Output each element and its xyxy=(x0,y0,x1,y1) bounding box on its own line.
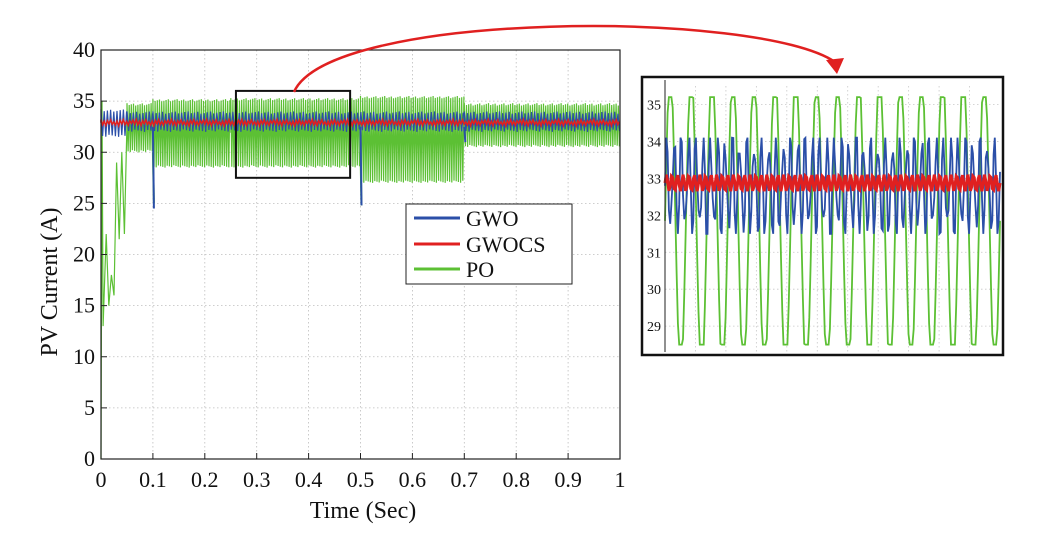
y-tick-label: 40 xyxy=(73,37,95,62)
x-tick-label: 1 xyxy=(615,467,626,492)
y-tick-label: 30 xyxy=(73,139,95,164)
legend-label-gwocs: GWOCS xyxy=(466,232,545,257)
x-tick-label: 0.4 xyxy=(295,467,323,492)
inset-series-line-gwo xyxy=(664,135,1001,237)
inset-y-tick-label: 35 xyxy=(647,98,661,113)
zoom-arrow xyxy=(292,24,836,93)
y-tick-label: 0 xyxy=(84,446,95,471)
main-axis-ticks: 0 0.1 0.2 0.3 0.4 0.5 0.6 0.7 0.8 0.9 105101520253… xyxy=(73,37,626,492)
inset-series-line-po xyxy=(664,96,1001,346)
x-tick-label: 0.9 xyxy=(554,467,582,492)
x-tick-label: 0.5 xyxy=(347,467,375,492)
x-tick-label: 0.1 xyxy=(139,467,167,492)
inset-y-tick-label: 32 xyxy=(647,209,661,224)
zoom-arrow-head xyxy=(826,58,844,74)
series-spike-gwo xyxy=(359,126,363,206)
y-tick-label: 35 xyxy=(73,88,95,113)
x-tick-label: 0.6 xyxy=(399,467,427,492)
legend: GWO GWOCS PO xyxy=(405,203,573,285)
y-tick-label: 15 xyxy=(73,293,95,318)
y-axis-label: PV Current (A) xyxy=(37,208,63,357)
zoom-region-box xyxy=(234,89,352,179)
inset-y-tick-label: 31 xyxy=(647,246,661,261)
x-tick-label: 0.3 xyxy=(243,467,271,492)
x-tick-label: 0 xyxy=(96,467,107,492)
x-tick-label: 0.7 xyxy=(451,467,479,492)
inset-plot-lines xyxy=(663,96,1002,346)
y-tick-label: 25 xyxy=(73,190,95,215)
inset-series-line-gwocs xyxy=(663,172,1002,194)
inset-y-tick-label: 29 xyxy=(647,320,661,335)
main-plot-lines xyxy=(100,95,621,460)
legend-label-po: PO xyxy=(466,257,494,282)
y-tick-label: 5 xyxy=(84,395,95,420)
inset-axis-ticks: 29 30 31 32 33 34 35 xyxy=(647,80,666,352)
y-tick-label: 20 xyxy=(73,242,95,267)
inset-frame xyxy=(640,75,1005,357)
series-spike-gwo xyxy=(463,126,467,143)
series-line-gwocs xyxy=(100,116,621,129)
series-line-po xyxy=(100,95,620,460)
inset-y-tick-label: 34 xyxy=(647,135,661,150)
inset-y-tick-label: 33 xyxy=(647,172,661,187)
x-tick-label: 0.2 xyxy=(191,467,219,492)
y-tick-label: 10 xyxy=(73,344,95,369)
x-tick-label: 0.8 xyxy=(502,467,530,492)
x-axis-label: Time (Sec) xyxy=(310,498,416,524)
legend-label-gwo: GWO xyxy=(466,206,519,231)
series-spike-gwo xyxy=(151,126,155,209)
inset-y-tick-label: 30 xyxy=(647,283,661,298)
